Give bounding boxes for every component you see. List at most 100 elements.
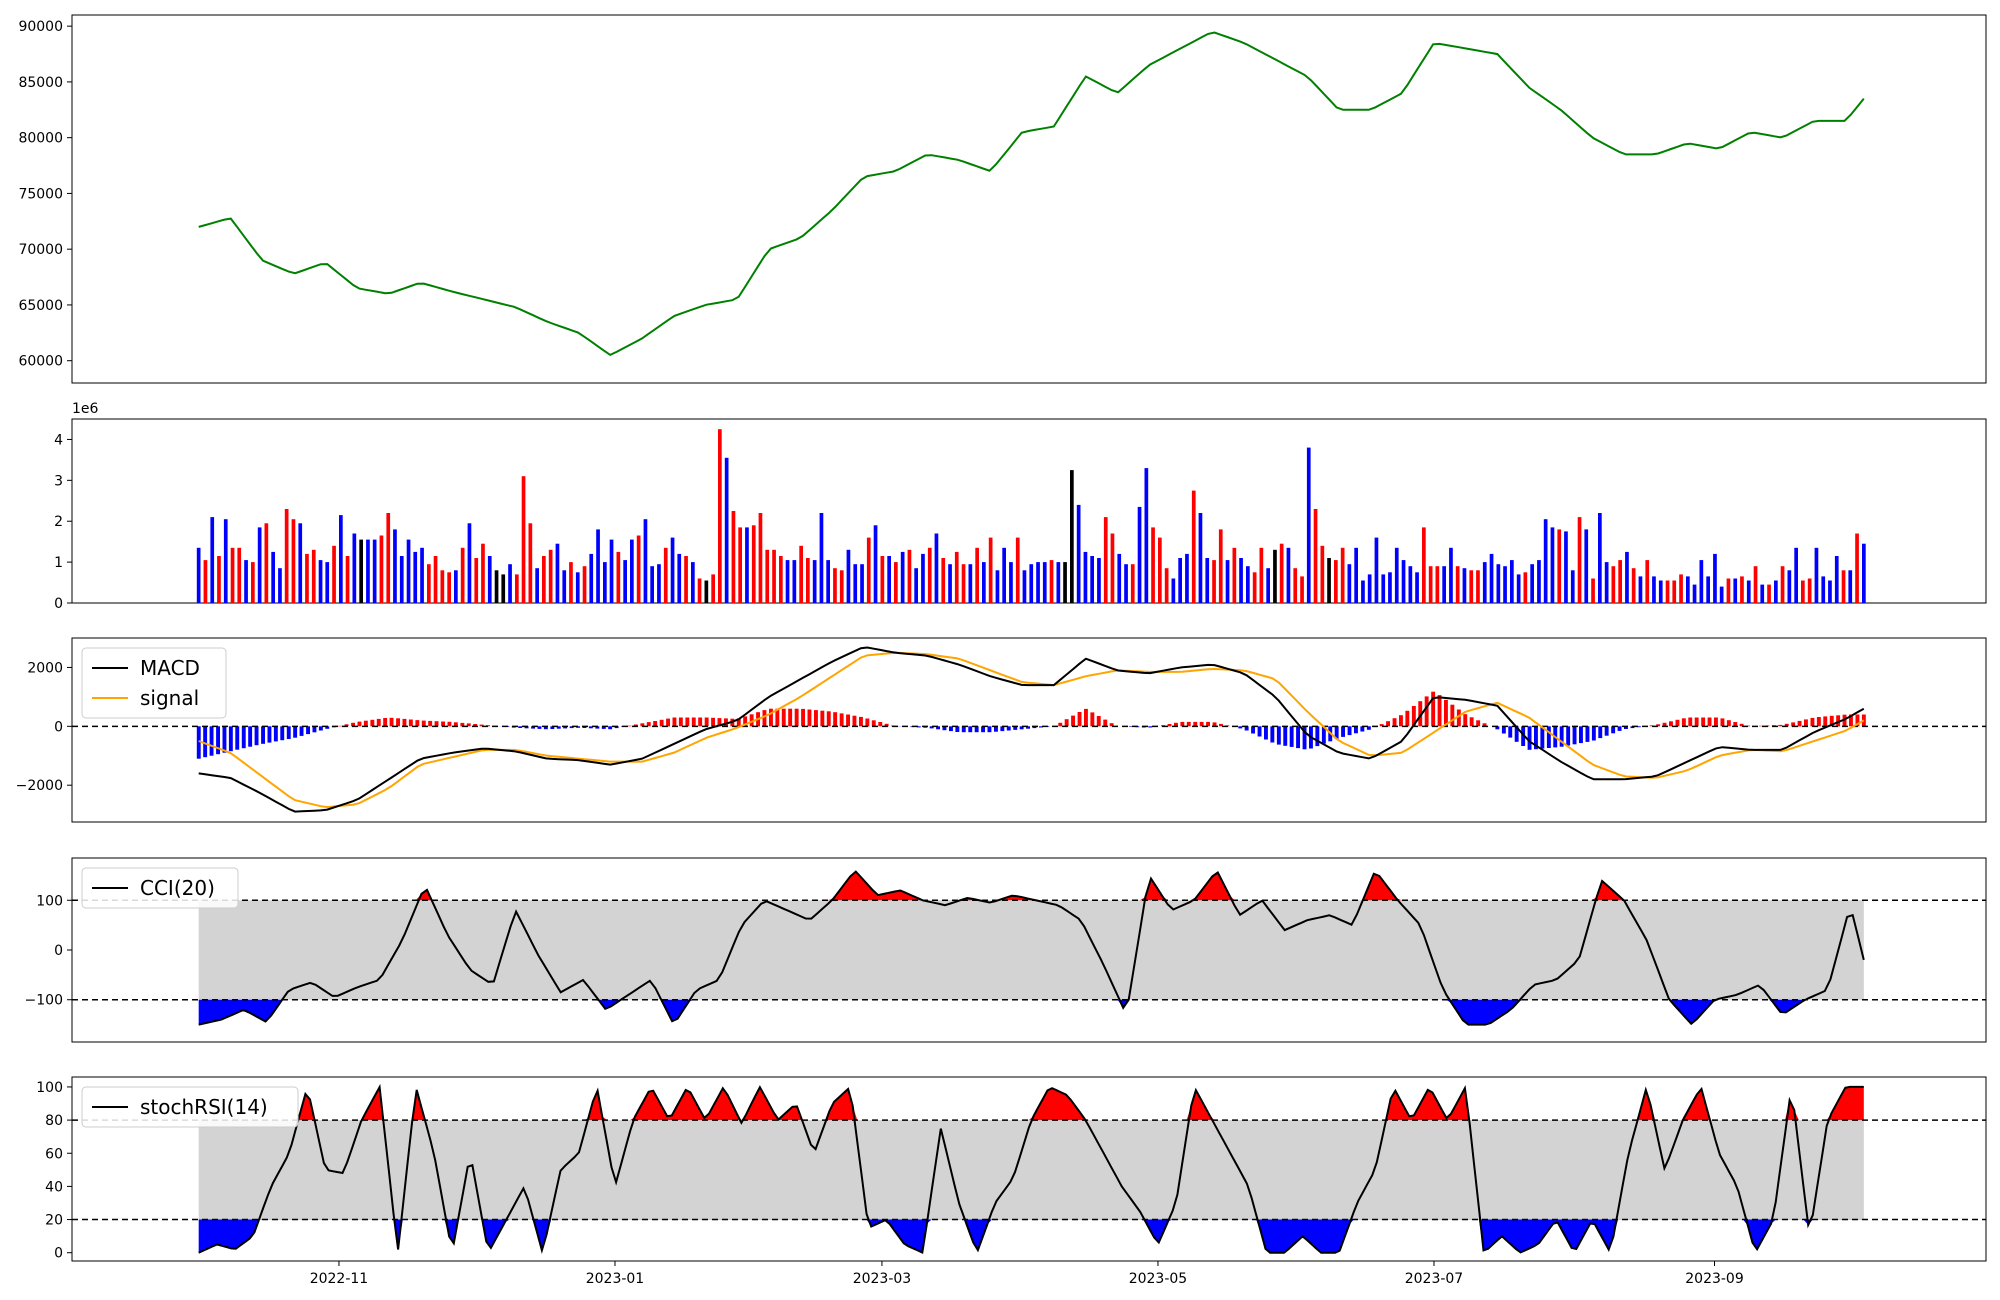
- macd-histogram-bar: [711, 717, 715, 727]
- volume-bar: [1503, 566, 1507, 603]
- volume-bar: [257, 527, 262, 603]
- macd-histogram-bar: [1379, 724, 1384, 727]
- volume-bar: [1279, 543, 1284, 603]
- x-tick-label: 2023-03: [853, 1271, 912, 1287]
- macd-histogram-bar: [1077, 712, 1082, 727]
- macd-histogram-bar: [1386, 721, 1390, 727]
- cci-panel: −100 0 100 CCI(20): [25, 857, 1987, 1043]
- macd-histogram-bar: [582, 726, 587, 728]
- neutral-band: [198, 900, 1864, 1000]
- volume-bar: [995, 570, 1000, 603]
- price-line: [198, 31, 1865, 357]
- volume-bar: [1239, 558, 1243, 603]
- macd-histogram-bar: [299, 726, 304, 736]
- stochrsi-panel: 0 20 40 60 80 100 stochRSI(14): [36, 1076, 1987, 1262]
- macd-histogram-bar: [1714, 717, 1718, 727]
- macd-histogram-bar: [1861, 714, 1866, 727]
- macd-histogram-bar: [1347, 726, 1352, 736]
- legend-box: [81, 1086, 299, 1128]
- volume-bar: [359, 539, 363, 603]
- volume-bar: [596, 529, 600, 603]
- volume-bar: [975, 547, 979, 603]
- volume-bar: [427, 564, 431, 603]
- volume-bar: [1076, 504, 1081, 603]
- volume-bar: [779, 556, 783, 603]
- volume-bar: [1178, 558, 1182, 603]
- macd-histogram-bar: [955, 726, 960, 732]
- volume-bar: [921, 553, 925, 603]
- macd-histogram-bar: [846, 714, 850, 727]
- macd-histogram-bar: [351, 722, 355, 727]
- volume-bar: [1171, 578, 1176, 603]
- macd-histogram-bar: [1804, 719, 1808, 727]
- macd-histogram-bar: [839, 713, 844, 727]
- volume-bar: [1218, 529, 1223, 603]
- volume-bar: [460, 547, 465, 603]
- macd-histogram-bar: [1836, 715, 1841, 727]
- macd-histogram-bar: [1296, 726, 1300, 749]
- macd-histogram-bar: [878, 722, 883, 727]
- volume-bar: [1232, 547, 1237, 603]
- volume-bar: [1557, 529, 1562, 603]
- volume-bar: [481, 543, 485, 603]
- macd-histogram-bar: [1019, 726, 1024, 730]
- volume-bar: [487, 556, 492, 603]
- volume-bar: [772, 549, 776, 603]
- macd-histogram-bar: [235, 726, 240, 750]
- volume-bar: [1313, 509, 1318, 603]
- volume-bar: [785, 560, 790, 603]
- macd-histogram-bar: [1816, 717, 1821, 727]
- macd-histogram-bar: [1321, 726, 1326, 744]
- volume-bar: [860, 564, 864, 603]
- volume-bar: [1496, 564, 1501, 603]
- signal-line: [198, 651, 1865, 809]
- volume-bar: [298, 523, 303, 603]
- y-tick-label: 90000: [18, 19, 63, 35]
- volume-bar: [1164, 568, 1169, 603]
- macd-histogram-bar: [1624, 726, 1628, 729]
- macd-histogram-bar: [1360, 726, 1365, 732]
- volume-bar: [196, 547, 201, 603]
- volume-bar: [1306, 447, 1311, 603]
- y-tick-label: 40: [45, 1179, 63, 1195]
- volume-bar: [731, 511, 736, 603]
- y-tick-label: 0: [54, 943, 63, 959]
- macd-histogram-bar: [788, 708, 793, 727]
- volume-bar: [1097, 558, 1101, 603]
- macd-histogram-bar: [1810, 717, 1815, 727]
- volume-bar: [839, 570, 844, 603]
- volume-bar: [1787, 570, 1792, 603]
- volume-bar: [1449, 547, 1453, 603]
- macd-histogram-bar: [852, 715, 857, 727]
- volume-bar: [1665, 580, 1670, 603]
- volume-bar: [1537, 560, 1541, 603]
- macd-histogram-bar: [1797, 720, 1802, 727]
- macd-histogram-bar: [466, 723, 471, 727]
- macd-histogram-bar: [769, 708, 773, 727]
- macd-histogram-bar: [1174, 722, 1178, 727]
- macd-histogram-bar: [273, 726, 278, 742]
- macd-histogram-bar: [280, 726, 285, 741]
- volume-bar: [244, 560, 248, 603]
- y-tick-label: −100: [25, 993, 63, 1009]
- volume-bar: [1645, 560, 1650, 603]
- volume-bar: [738, 527, 742, 603]
- macd-histogram-bar: [627, 725, 632, 727]
- volume-bar: [1618, 560, 1622, 603]
- macd-histogram-bar: [344, 724, 349, 727]
- y-tick-label: 0: [54, 596, 63, 612]
- volume-bar: [1361, 580, 1365, 603]
- y-tick-label: 80: [45, 1113, 63, 1129]
- macd-histogram-bar: [724, 718, 728, 727]
- volume-bar: [1760, 584, 1765, 603]
- macd-histogram-bar: [1212, 722, 1217, 727]
- macd-histogram-bar: [678, 717, 683, 727]
- macd-line: [198, 646, 1865, 813]
- volume-bar: [1807, 578, 1812, 603]
- volume-bar: [1814, 547, 1819, 603]
- macd-histogram-bar: [267, 726, 272, 743]
- panel-frame: [71, 418, 1987, 604]
- macd-histogram-bar: [1219, 723, 1223, 727]
- volume-bar: [264, 523, 269, 603]
- volume-bar: [589, 553, 594, 603]
